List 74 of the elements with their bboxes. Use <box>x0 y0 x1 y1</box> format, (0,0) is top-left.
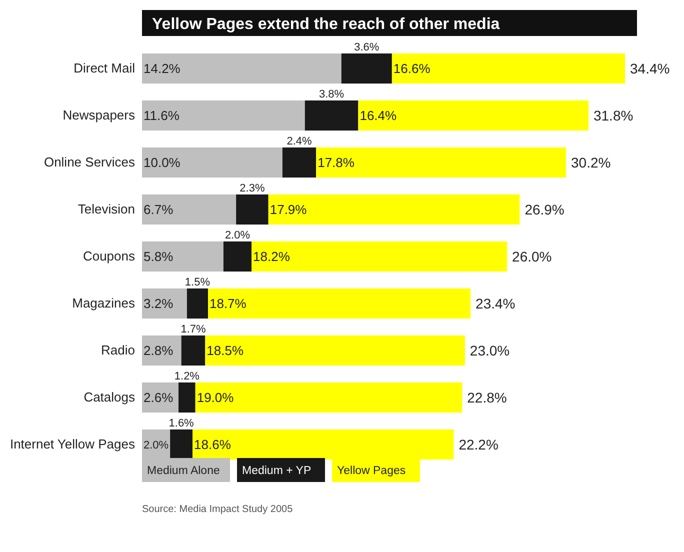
y-tick-label: Coupons <box>82 248 136 264</box>
data-label: 3.6% <box>354 41 380 54</box>
bar <box>178 382 196 413</box>
data-label: 17.9% <box>270 202 308 218</box>
data-label: 16.6% <box>393 61 431 76</box>
bar <box>282 147 316 178</box>
data-label: 5.8% <box>144 249 174 264</box>
total-label: 26.0% <box>512 248 552 264</box>
y-tick-label: Direct Mail <box>74 60 136 76</box>
data-label: 18.5% <box>206 343 244 358</box>
total-label: 23.0% <box>470 342 510 358</box>
y-tick-label: Catalogs <box>84 390 136 405</box>
bar <box>142 53 342 84</box>
data-label: 11.6% <box>144 108 180 124</box>
bar <box>170 429 193 460</box>
total-label: 30.2% <box>571 154 611 170</box>
bar <box>358 100 588 131</box>
data-label: 2.0% <box>224 229 250 242</box>
bar <box>205 335 465 366</box>
data-label: 16.4% <box>360 108 398 124</box>
data-label: 2.4% <box>286 135 312 148</box>
data-label: 2.6% <box>144 390 174 406</box>
bar <box>195 382 462 413</box>
y-tick-label: Magazines <box>72 296 136 311</box>
total-label: 26.9% <box>524 201 564 218</box>
data-label: 1.6% <box>168 417 194 430</box>
data-label: 2.0% <box>144 439 169 452</box>
bar <box>142 335 182 366</box>
bar <box>208 288 471 319</box>
data-label: 3.2% <box>144 296 174 312</box>
chart-title: Yellow Pages extend the reach of other media <box>152 16 500 33</box>
bar <box>142 241 224 272</box>
data-label: 2.3% <box>240 182 265 194</box>
data-label: 10.0% <box>144 155 181 170</box>
data-label: 18.6% <box>194 437 232 452</box>
data-label: 17.8% <box>318 155 355 170</box>
y-tick-label: Television <box>78 202 135 217</box>
bar <box>236 194 268 225</box>
series-label: Yellow Pages <box>337 465 406 477</box>
bar <box>142 147 282 178</box>
y-tick-label: Newspapers <box>62 108 136 123</box>
bar <box>142 194 236 225</box>
data-label: 3.8% <box>319 88 344 100</box>
series-label: Medium Alone <box>147 465 220 477</box>
bar <box>186 288 208 319</box>
y-tick-label: Internet Yellow Pages <box>10 436 136 452</box>
bar <box>142 100 305 131</box>
total-label: 31.8% <box>593 107 634 124</box>
bar <box>268 194 520 225</box>
bar <box>181 335 206 366</box>
bar <box>304 100 358 131</box>
bar <box>223 241 252 272</box>
data-label: 18.2% <box>253 249 290 264</box>
bar <box>341 53 392 84</box>
data-label: 6.7% <box>144 202 174 218</box>
data-label: 1.7% <box>180 323 206 336</box>
total-label: 23.4% <box>476 295 516 312</box>
bar <box>316 147 566 178</box>
total-label: 22.2% <box>458 436 498 452</box>
bar <box>392 53 625 84</box>
data-label: 1.2% <box>174 370 200 382</box>
total-label: 34.4% <box>630 60 670 76</box>
y-tick-label: Online Services <box>44 154 136 170</box>
data-label: 14.2% <box>144 61 181 76</box>
data-label: 2.8% <box>144 343 174 358</box>
bar <box>142 288 187 319</box>
data-label: 18.7% <box>209 296 247 312</box>
data-label: 1.5% <box>184 276 210 288</box>
data-label: 19.0% <box>196 390 234 406</box>
y-tick-label: Radio <box>101 342 135 358</box>
total-label: 22.8% <box>467 389 507 406</box>
source-note: Source: Media Impact Study 2005 <box>142 504 294 515</box>
bar <box>252 241 508 272</box>
text: Medium + YP <box>242 465 312 477</box>
